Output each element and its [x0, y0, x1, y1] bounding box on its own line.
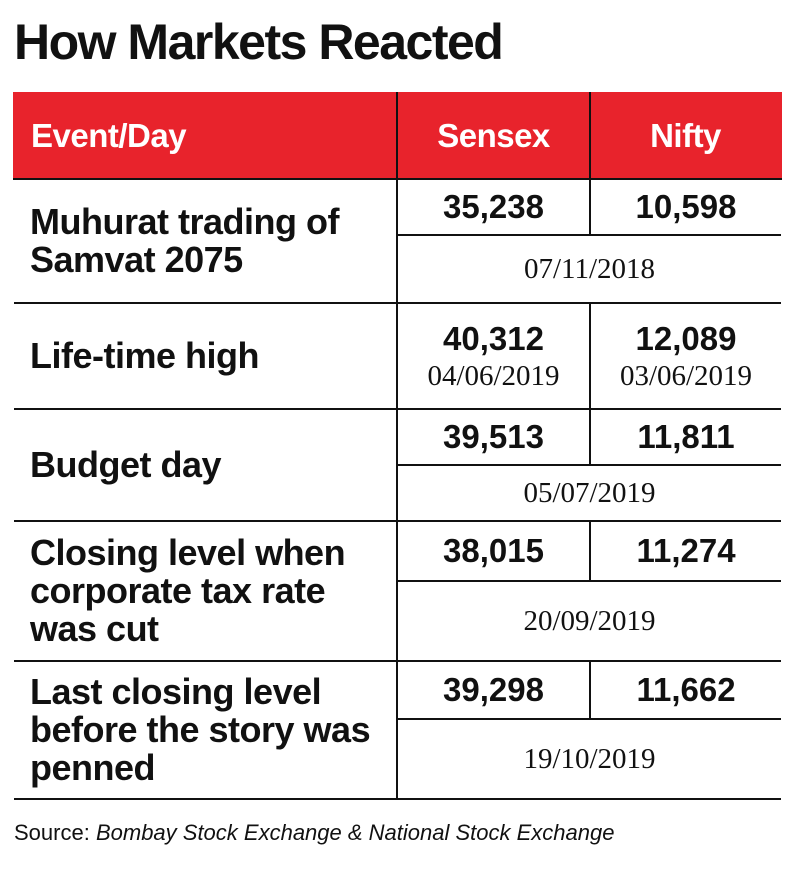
event-cell: Budget day [14, 408, 398, 522]
nifty-value: 11,274 [589, 520, 781, 582]
event-date: 07/11/2018 [396, 234, 781, 304]
source-label: Source: [14, 820, 90, 845]
nifty-cell: 12,089 03/06/2019 [589, 302, 781, 410]
sensex-date: 04/06/2019 [427, 360, 560, 392]
nifty-value: 11,662 [589, 660, 781, 720]
nifty-value: 10,598 [589, 178, 781, 236]
table-row: Budget day 39,513 11,811 [14, 408, 781, 522]
event-date: 05/07/2019 [396, 464, 781, 522]
table-row: Life-time high 40,312 04/06/2019 12,089 … [14, 302, 781, 410]
sensex-value: 40,312 [443, 320, 544, 357]
event-cell: Muhurat trading of Samvat 2075 [14, 178, 398, 304]
table-row: 05/07/2019 [14, 464, 781, 522]
markets-table: Event/Day Sensex Nifty Muhurat trading o… [13, 92, 782, 800]
source-note: Source: Bombay Stock Exchange & National… [14, 820, 614, 846]
header-nifty: Nifty [589, 92, 782, 180]
table-row: Muhurat trading of Samvat 2075 35,238 10… [14, 178, 781, 304]
source-text: Bombay Stock Exchange & National Stock E… [95, 820, 615, 845]
event-cell: Life-time high [14, 302, 398, 410]
header-event-day: Event/Day [13, 92, 398, 180]
event-cell: Last closing level before the story was … [14, 660, 398, 800]
table-row: 20/09/2019 [14, 580, 781, 662]
table-row: Closing level when corporate tax rate wa… [14, 520, 781, 662]
nifty-date: 03/06/2019 [619, 360, 753, 392]
table-row: Last closing level before the story was … [14, 660, 781, 800]
nifty-value: 12,089 [635, 320, 737, 357]
sensex-value: 38,015 [396, 520, 591, 582]
page-title: How Markets Reacted [14, 14, 504, 70]
sensex-value: 39,298 [396, 660, 591, 720]
event-date: 20/09/2019 [396, 580, 781, 662]
header-sensex: Sensex [396, 92, 591, 180]
table-row: 19/10/2019 [14, 718, 781, 800]
event-date: 19/10/2019 [396, 718, 781, 800]
table-row: 07/11/2018 [14, 234, 781, 304]
sensex-value: 35,238 [396, 178, 591, 236]
nifty-value: 11,811 [589, 408, 781, 466]
event-cell: Closing level when corporate tax rate wa… [14, 520, 398, 662]
sensex-cell: 40,312 04/06/2019 [396, 302, 591, 410]
sensex-value: 39,513 [396, 408, 591, 466]
table-header-row: Event/Day Sensex Nifty [13, 92, 782, 180]
